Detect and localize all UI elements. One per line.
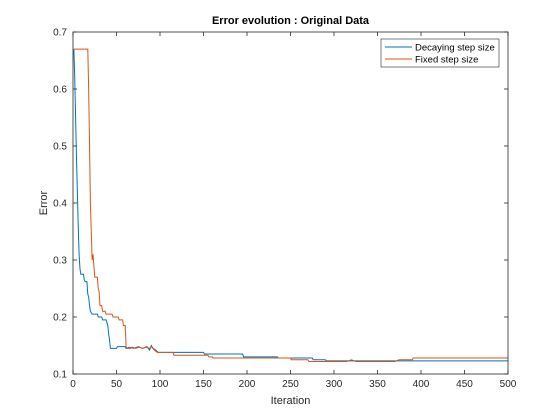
y-tick-label: 0.2 (53, 313, 67, 324)
y-tick-label: 0.3 (53, 256, 67, 267)
x-tick-label: 400 (413, 379, 430, 390)
series-line-decaying (73, 49, 508, 362)
x-tick-label: 300 (326, 379, 343, 390)
x-tick-label: 350 (369, 379, 386, 390)
x-tick-label: 100 (152, 379, 169, 390)
series-line-fixed (73, 48, 508, 362)
y-tick-label: 0.1 (53, 370, 67, 381)
legend-label-fixed: Fixed step size (415, 55, 478, 66)
plot-area (73, 32, 508, 374)
x-tick-label: 450 (456, 379, 473, 390)
x-tick-label: 0 (70, 379, 76, 390)
y-tick-label: 0.7 (53, 28, 67, 39)
legend-box (380, 38, 500, 68)
x-tick-label: 50 (111, 379, 123, 390)
legend-label-decaying: Decaying step size (415, 43, 495, 54)
y-axis-label: Error (38, 190, 50, 215)
y-tick-label: 0.5 (53, 142, 67, 153)
x-tick-label: 250 (282, 379, 299, 390)
x-tick-label: 200 (239, 379, 256, 390)
x-axis-label: Iteration (271, 395, 311, 407)
legend: Decaying step size Fixed step size (380, 38, 500, 68)
ticks-group: 0 50 100 150 200 250 300 350 400 450 500 0.1 0.2 0.3 0… (53, 28, 517, 391)
y-tick-label: 0.6 (53, 85, 67, 96)
y-tick-label: 0.4 (53, 199, 67, 210)
x-tick-label: 500 (500, 379, 517, 390)
chart-title: Error evolution : Original Data (212, 15, 370, 27)
series-group (73, 48, 508, 362)
x-tick-label: 150 (195, 379, 212, 390)
